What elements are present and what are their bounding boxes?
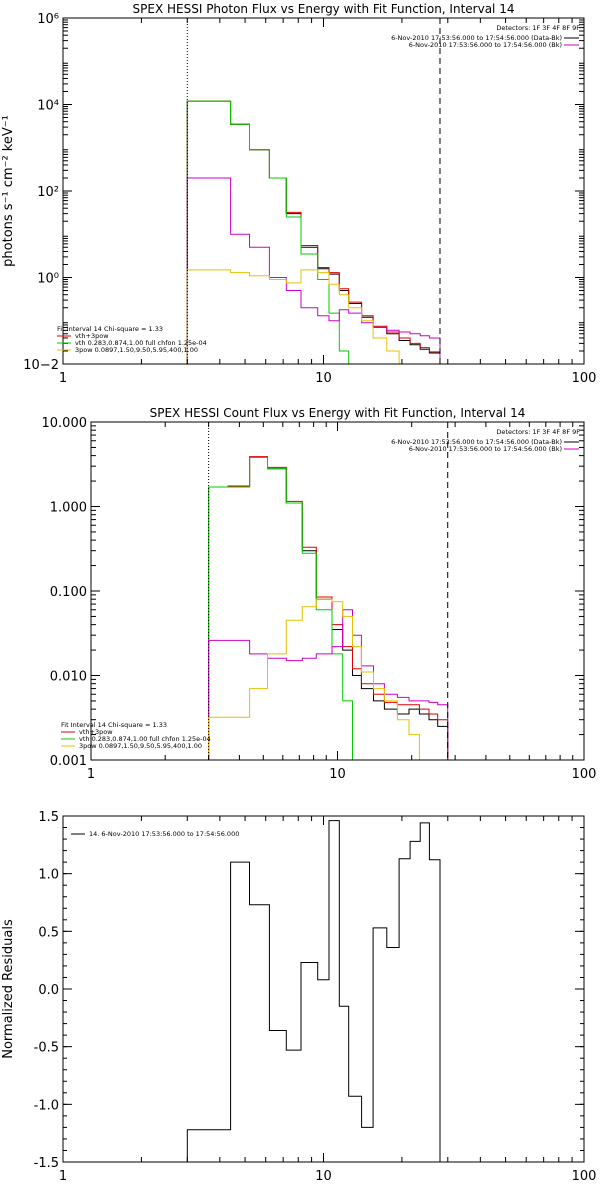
y-axis-label: Normalized Residuals <box>1 919 16 1059</box>
y-tick-label: 0.0 <box>38 983 59 998</box>
series-3-line <box>186 100 350 364</box>
plot-frame <box>62 17 585 365</box>
y-tick-label: 1.5 <box>38 810 59 825</box>
legend-entry-label: 6-Nov-2010 17:53:56.000 to 17:54:56.000 … <box>391 438 562 446</box>
legend-entry-label: 6-Nov-2010 17:53:56.000 to 17:54:56.000 … <box>409 445 562 453</box>
series-5-line <box>186 269 411 364</box>
legend-entry-label: vth+3pow <box>79 728 113 736</box>
y-tick-label: 10⁶ <box>37 12 59 27</box>
legend-entry-label: 3pow 0.0897,1.50,9.50,5.95,400,1.00 <box>79 742 202 750</box>
y-tick-label: -1.0 <box>34 1098 59 1113</box>
plot-area <box>186 100 441 364</box>
legend-entry-label: 3pow 0.0897,1.50,9.50,5.95,400,1.00 <box>75 346 198 354</box>
legend-detectors: Detectors: 1F 3F 4F 8F 9F <box>496 428 580 436</box>
chart-title: SPEX HESSI Photon Flux vs Energy with Fi… <box>133 2 515 16</box>
plot-frame <box>90 421 585 761</box>
legend-entry-label: 6-Nov-2010 17:53:56.000 to 17:54:56.000 … <box>409 41 562 49</box>
y-tick-label: 10⁰ <box>37 272 59 287</box>
y-tick-label: 10.000 <box>42 416 88 431</box>
series-1-line <box>186 100 441 364</box>
plot-frame <box>62 815 585 1163</box>
y-tick-label: 1.000 <box>50 501 87 516</box>
x-tick-label: 100 <box>572 371 597 386</box>
y-tick-label: 0.100 <box>50 585 87 600</box>
y-tick-label: 0.001 <box>50 754 87 769</box>
legend-entry-label: vth 0.283,0.874,1.00 full chfon 1.25e-04 <box>75 339 207 347</box>
y-tick-label: 0.010 <box>50 670 87 685</box>
y-tick-label: 1.0 <box>38 868 59 883</box>
y-axis-label: photons s⁻¹ cm⁻² keV⁻¹ <box>1 115 16 267</box>
series-2-line <box>186 100 441 364</box>
chart-panel-1: 1 10 100 10−2 10⁰ 10² 10⁴ 10⁶ SPEX HESSI Photon … <box>1 2 597 386</box>
legend-fit-header: Fit Interval 14 Chi-square = 1.33 <box>61 721 167 729</box>
series-3-line <box>208 457 362 760</box>
x-tick-label: 10 <box>329 767 346 782</box>
legend-entry-label: 14. 6-Nov-2010 17:53:56.000 to 17:54:56.… <box>89 830 239 838</box>
legend-fit-header: Fit Interval 14 Chi-square = 1.33 <box>57 325 163 333</box>
y-tick-label: 10−2 <box>23 358 59 373</box>
chart-panel-2: 1 10 100 0.001 0.010 0.100 1.000 10.000 SPEX HES… <box>42 406 597 782</box>
x-tick-label: 1 <box>87 767 95 782</box>
legend-detectors: Detectors: 1F 3F 4F 8F 9F <box>496 24 580 32</box>
series-5-line <box>208 598 449 760</box>
x-tick-label: 100 <box>572 1169 597 1184</box>
series-4-line <box>208 609 449 760</box>
x-tick-label: 10 <box>315 1169 332 1184</box>
x-tick-label: 100 <box>572 767 597 782</box>
chart-panel-3: 1 10 100 -1.5 -1.0 -0.5 0.0 0.5 1.0 1.5 Normalized… <box>1 810 597 1184</box>
y-tick-label: 10² <box>37 185 59 200</box>
legend-entry-label: vth 0.283,0.874,1.00 full chfon 1.25e-04 <box>79 735 211 743</box>
y-tick-label: -1.5 <box>34 1156 59 1171</box>
series-4-line <box>186 177 441 364</box>
y-tick-label: 10⁴ <box>37 99 59 114</box>
plot-area <box>208 456 449 760</box>
y-tick-label: -0.5 <box>34 1041 59 1056</box>
series-1-line <box>186 820 441 1162</box>
x-tick-label: 1 <box>59 1169 67 1184</box>
x-tick-label: 10 <box>315 371 332 386</box>
x-tick-label: 1 <box>59 371 67 386</box>
legend-entry-label: 6-Nov-2010 17:53:56.000 to 17:54:56.000 … <box>391 34 562 42</box>
legend-entry-label: vth+3pow <box>75 332 109 340</box>
chart-title: SPEX HESSI Count Flux vs Energy with Fit… <box>150 406 526 420</box>
y-tick-label: 0.5 <box>38 925 59 940</box>
plot-area <box>186 820 441 1162</box>
